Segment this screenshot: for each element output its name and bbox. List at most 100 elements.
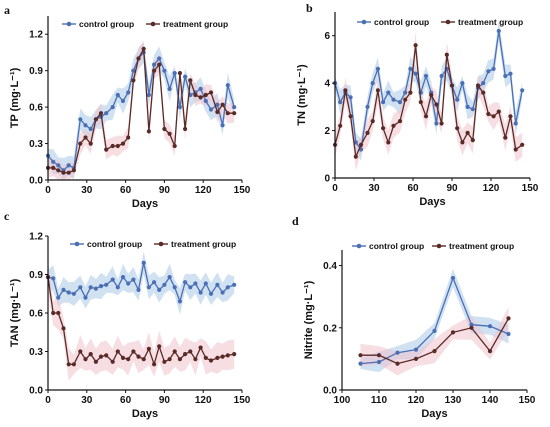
data-point [403, 97, 408, 102]
data-point [83, 357, 88, 362]
data-point [167, 131, 172, 136]
data-point [434, 102, 439, 107]
panel-c: c 0 30 60 90 120 150 0.0 0.3 0.6 0.9 1.2 Days TAN (mg… [4, 209, 251, 420]
data-point [188, 78, 193, 83]
data-point [225, 111, 230, 116]
data-point [365, 130, 370, 135]
data-point [397, 100, 403, 105]
legend-label-treatment: treatment group [163, 19, 228, 29]
data-point [177, 71, 182, 76]
data-point [88, 352, 93, 357]
x-tick-label: 110 [371, 395, 388, 406]
data-point [152, 362, 157, 367]
data-point [465, 130, 470, 135]
data-point [183, 126, 188, 132]
data-point [131, 78, 136, 83]
legend-label-treatment: treatment group [171, 239, 236, 249]
data-point [51, 310, 56, 316]
data-point [104, 282, 109, 287]
data-point [469, 322, 474, 327]
data-point [167, 86, 172, 91]
data-point [496, 109, 501, 114]
data-point [375, 66, 380, 71]
data-point [188, 285, 193, 290]
data-point [61, 170, 66, 175]
data-point [225, 83, 230, 88]
confidence-band-control [48, 251, 235, 315]
legend-swatch-marker [66, 21, 72, 27]
y-tick-label: 0.9 [29, 270, 43, 281]
data-point [203, 98, 208, 104]
data-point [71, 362, 76, 367]
data-point [413, 43, 418, 48]
data-point [220, 354, 225, 359]
data-point [215, 102, 220, 107]
data-point [449, 83, 455, 88]
legend-swatch-marker [158, 241, 164, 247]
data-point [66, 362, 71, 367]
data-point [232, 111, 237, 116]
data-point [397, 119, 403, 124]
confidence-band-control [360, 268, 509, 373]
data-point [98, 111, 104, 116]
data-point [353, 140, 358, 145]
data-point [66, 290, 71, 295]
data-point [439, 121, 444, 126]
x-axis-title: Days [132, 198, 158, 210]
data-point [120, 141, 126, 146]
data-point [104, 111, 109, 116]
y-tick-label: 0.9 [29, 66, 43, 77]
data-point [188, 349, 193, 354]
legend-label-control: control group [87, 239, 142, 249]
data-point [455, 97, 460, 102]
data-point [110, 105, 115, 110]
legend-label-control: control group [79, 19, 134, 29]
data-point [172, 349, 177, 354]
data-point [157, 56, 162, 61]
data-point [225, 353, 230, 358]
data-point [120, 355, 126, 360]
data-point [172, 285, 177, 290]
data-point [56, 163, 61, 168]
data-point [381, 126, 386, 131]
data-point [486, 69, 491, 74]
panel-label: b [306, 1, 313, 15]
data-point [370, 119, 375, 124]
data-point [83, 123, 88, 128]
data-point [141, 260, 146, 265]
data-point [381, 100, 386, 105]
data-point [429, 92, 434, 98]
x-axis-title: Days [419, 196, 445, 208]
data-point [432, 328, 437, 333]
panel-label: d [292, 214, 299, 228]
y-axis-title: TAN (mg·L⁻¹) [9, 278, 21, 347]
y-tick-label: 2 [324, 126, 330, 137]
data-point [198, 86, 203, 91]
data-point [203, 281, 208, 286]
data-point [391, 97, 396, 102]
data-point [198, 95, 203, 100]
x-tick-label: 0 [332, 183, 338, 194]
x-tick-label: 150 [519, 395, 536, 406]
data-point [66, 170, 71, 175]
data-point [487, 349, 493, 354]
data-point [343, 88, 348, 93]
y-tick-label: 0.0 [323, 386, 337, 397]
legend-label-control: control group [374, 17, 429, 27]
data-point [395, 361, 400, 366]
data-point [215, 282, 220, 287]
data-point [358, 353, 363, 358]
y-tick-label: 1.2 [29, 232, 43, 243]
data-point [104, 147, 109, 152]
data-point [104, 353, 109, 358]
data-point [413, 356, 419, 361]
data-point [88, 141, 93, 146]
data-point [208, 291, 214, 296]
x-tick-label: 140 [482, 395, 499, 406]
data-point [141, 357, 146, 362]
x-tick-label: 120 [195, 395, 212, 406]
data-point [481, 81, 486, 86]
data-point [56, 168, 61, 173]
data-point [220, 290, 225, 295]
confidence-band-treatment [48, 261, 235, 381]
